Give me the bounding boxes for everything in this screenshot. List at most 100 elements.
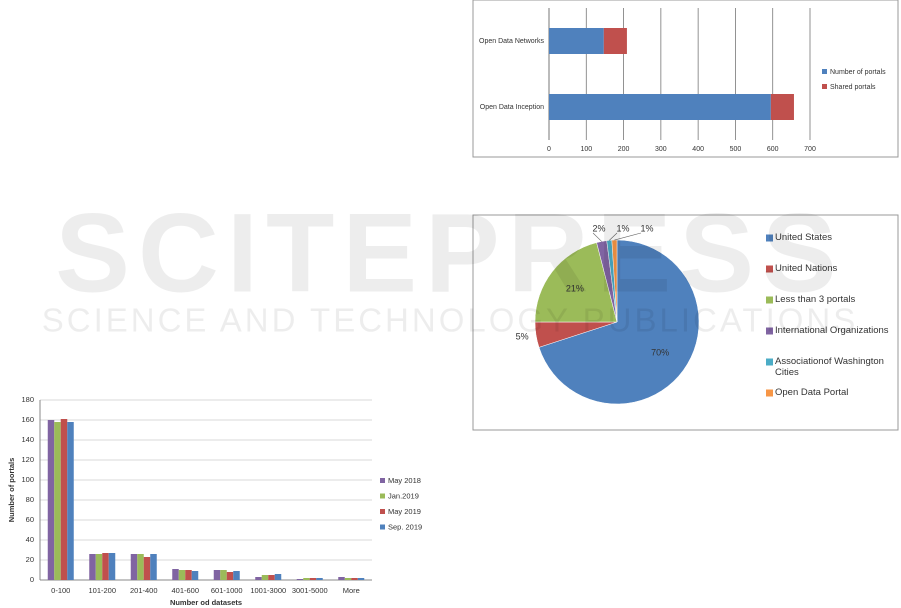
- legend-label-box: Open Data Portal: [775, 387, 849, 398]
- pie-slice: [611, 239, 618, 323]
- bar: [316, 578, 323, 580]
- chart-frame: [472, 0, 899, 158]
- leader-line: [614, 232, 642, 241]
- bar-segment: [549, 28, 604, 54]
- legend-label-box: United States: [775, 232, 833, 243]
- y-tick-label: 180: [21, 395, 34, 404]
- legend-swatch: [380, 524, 385, 530]
- bar: [89, 554, 96, 580]
- bar: [191, 571, 199, 580]
- legend-swatch: [766, 327, 773, 335]
- x-tick-label: 0-100: [51, 586, 70, 595]
- legend-label: Open Data Portal: [775, 387, 849, 398]
- x-tick-label: 401-600: [171, 586, 199, 595]
- x-tick-label: 300: [655, 146, 667, 153]
- pie-slice: [534, 242, 618, 323]
- legend-label: International Organizations: [775, 325, 889, 336]
- legend-swatch: [766, 389, 773, 397]
- y-tick-label: 120: [21, 455, 34, 464]
- legend-label: Sep. 2019: [388, 522, 422, 531]
- x-tick-label: 700: [804, 146, 816, 153]
- bar: [60, 419, 68, 580]
- bar: [47, 420, 55, 580]
- y-tick-label: 20: [26, 555, 34, 564]
- legend-swatch: [766, 265, 773, 273]
- bar: [150, 554, 157, 580]
- data-label: 1%: [617, 223, 630, 233]
- bar: [344, 578, 352, 580]
- watermark-subtitle: SCIENCE AND TECHNOLOGY PUBLICATIONS: [42, 302, 859, 339]
- pie-slice: [538, 239, 700, 405]
- legend-swatch: [380, 478, 385, 483]
- x-tick-label: 100: [580, 146, 592, 153]
- y-tick-label: 60: [26, 515, 34, 524]
- legend-swatch: [766, 296, 773, 304]
- leader-line: [592, 232, 602, 242]
- data-label: 21%: [566, 284, 584, 294]
- y-tick-label: Open Data Networks: [479, 38, 544, 45]
- bar-segment: [770, 94, 794, 120]
- legend-label: United States: [775, 232, 833, 243]
- y-tick-label: 80: [26, 495, 34, 504]
- bar: [261, 575, 269, 580]
- x-tick-label: 0: [547, 146, 551, 153]
- legend-label: United Nations: [775, 263, 838, 274]
- bar: [102, 553, 109, 580]
- bar: [255, 577, 262, 580]
- legend-swatch: [822, 84, 827, 89]
- legend-label-box: Less than 3 portals: [775, 294, 856, 305]
- legend-swatch: [822, 69, 827, 74]
- bar: [178, 570, 186, 580]
- x-tick-label: 1001-3000: [250, 586, 286, 595]
- y-tick-label: Open Data Inception: [480, 104, 544, 111]
- x-tick-label: More: [343, 586, 360, 595]
- legend-label: Shared portals: [830, 84, 876, 91]
- legend-label: Associationof Washington Cities: [775, 356, 884, 378]
- bar: [303, 578, 310, 580]
- legend-swatch: [766, 234, 773, 242]
- bar: [213, 570, 221, 580]
- bar: [268, 575, 275, 580]
- y-tick-label: 0: [30, 575, 34, 584]
- bar: [233, 571, 240, 580]
- x-tick-label: 601-1000: [211, 586, 243, 595]
- y-tick-label: 40: [26, 535, 34, 544]
- bar: [95, 554, 103, 580]
- bar: [296, 579, 304, 580]
- x-tick-label: 101-200: [88, 586, 116, 595]
- x-axis-title: Number od datasets: [170, 598, 242, 607]
- legend-label: Number of portals: [830, 69, 886, 76]
- bar: [274, 574, 282, 580]
- bar: [351, 578, 358, 580]
- bar-segment: [603, 28, 627, 54]
- bar-segment: [549, 94, 771, 120]
- y-tick-label: 140: [21, 435, 34, 444]
- x-tick-label: 400: [692, 146, 704, 153]
- bar: [137, 554, 144, 580]
- y-axis-title: Number of portals: [7, 458, 16, 523]
- data-label: 1%: [641, 223, 654, 233]
- y-tick-label: 100: [21, 475, 34, 484]
- data-label: 5%: [516, 331, 529, 341]
- bar: [220, 570, 227, 580]
- legend-swatch: [766, 358, 773, 366]
- legend-label-box: International Organizations: [775, 325, 889, 336]
- x-tick-label: 500: [730, 146, 742, 153]
- legend-label-box: Associationof Washington Cities: [775, 356, 884, 378]
- bar: [108, 553, 116, 580]
- bar: [143, 557, 151, 580]
- chart-frame: [472, 214, 899, 431]
- y-tick-label: 160: [21, 415, 34, 424]
- legend-label-box: United Nations: [775, 263, 838, 274]
- watermark-title: SCITEPRESS: [55, 191, 845, 316]
- leader-line: [609, 232, 618, 241]
- x-tick-label: 3001-5000: [292, 586, 328, 595]
- legend-swatch: [380, 509, 385, 514]
- data-label: 2%: [593, 223, 606, 233]
- x-tick-label: 200: [618, 146, 630, 153]
- legend-label: May 2019: [388, 507, 421, 516]
- bar: [54, 422, 61, 580]
- legend-label: Less than 3 portals: [775, 294, 856, 305]
- bar: [130, 554, 138, 580]
